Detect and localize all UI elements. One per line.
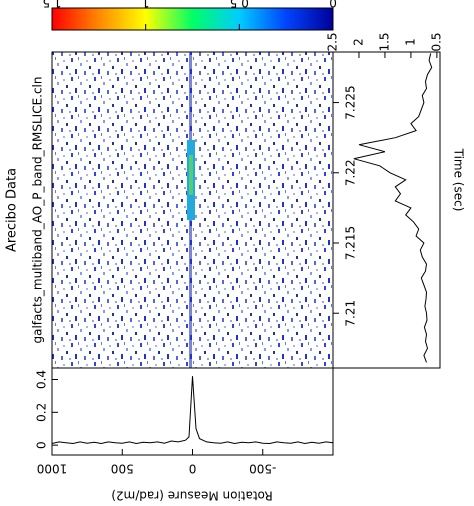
y-tick-label: 0.4: [35, 370, 49, 389]
x-axis-label: Rotation Measure (rad/m2): [111, 489, 272, 503]
x-tick-label: -500: [249, 462, 276, 476]
colorbar: [51, 7, 334, 31]
x-tick-label: 7.215: [344, 226, 358, 260]
y-tick-label: 2.5: [326, 32, 340, 51]
heatmap: [51, 51, 334, 369]
x-tick-label: 7.225: [344, 85, 358, 119]
subtitle: galfacts_multiband_AO_P_band_RMSLICE.cln: [31, 76, 45, 343]
y-tick-label: 2: [351, 38, 365, 46]
x-tick-label: 500: [111, 462, 134, 476]
colorbar-tick-label: 1: [142, 0, 150, 10]
y-tick-label: 0: [35, 441, 49, 449]
x-axis-label: Time (sec): [452, 148, 466, 212]
time-profile: [353, 53, 433, 363]
title: Arecibo Data: [5, 168, 20, 252]
colorbar-tick-label: 1.5: [42, 0, 61, 10]
x-tick-label: 7.22: [344, 159, 358, 186]
x-tick-label: 1000: [37, 462, 68, 476]
time-panel-frame: [332, 51, 441, 369]
x-tick-label: 7.21: [344, 300, 358, 327]
colorbar-tick-label: 0.5: [230, 0, 249, 10]
y-tick-label: 1: [403, 38, 417, 46]
rm-profile: [51, 376, 334, 445]
y-tick-label: 0.2: [35, 403, 49, 422]
y-tick-label: 0.5: [429, 32, 443, 51]
x-tick-label: 0: [189, 462, 197, 476]
y-tick-label: 1.5: [377, 32, 391, 51]
colorbar-tick-label: 0: [329, 0, 337, 10]
